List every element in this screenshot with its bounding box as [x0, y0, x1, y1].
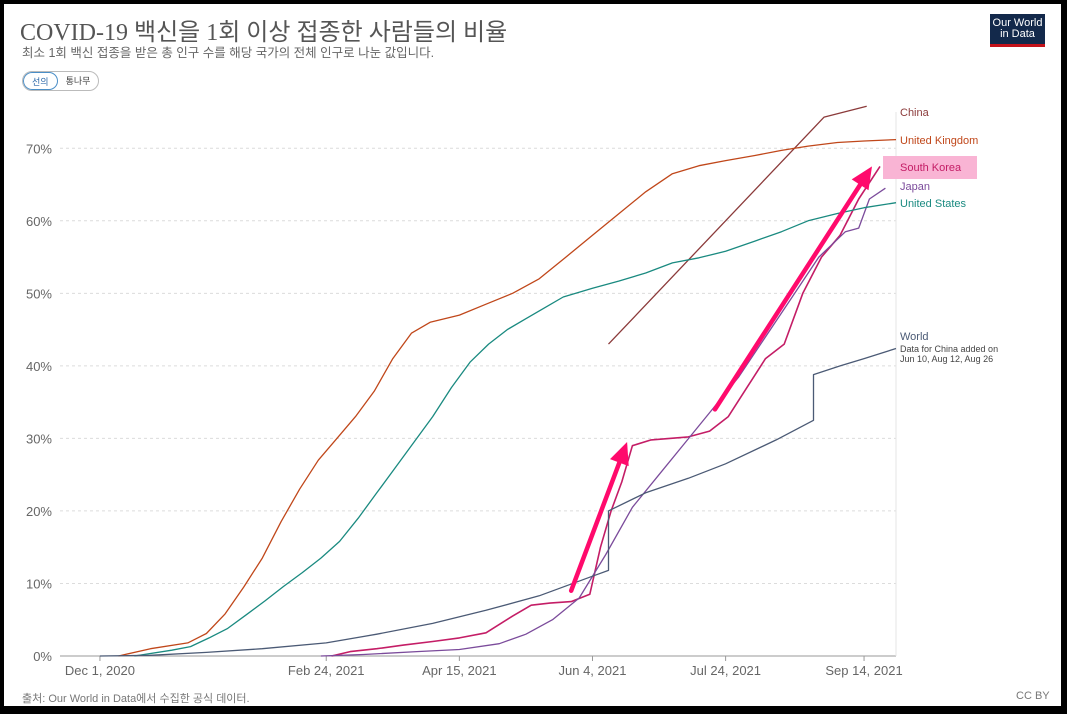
logo-line-2: in Data: [1000, 28, 1035, 40]
logo-line-1: Our World: [992, 17, 1043, 29]
annotation-arrow-head: [610, 442, 629, 467]
chart-subtitle: 최소 1회 백신 접종을 받은 총 인구 수를 해당 국가의 전체 인구로 나눈…: [22, 46, 435, 60]
x-tick-label: Jun 4, 2021: [559, 663, 627, 678]
series-note-world: Jun 10, Aug 12, Aug 26: [900, 354, 993, 364]
y-tick-label: 10%: [26, 576, 52, 591]
owid-logo[interactable]: Our World in Data: [990, 14, 1045, 47]
series-label-china: China: [900, 107, 930, 119]
series-label-south-korea: South Korea: [900, 162, 962, 174]
series-label-united-states: United States: [900, 198, 967, 210]
series-label-united-kingdom: United Kingdom: [900, 135, 978, 147]
annotation-arrow-head: [851, 166, 872, 191]
y-tick-label: 50%: [26, 286, 52, 301]
toggle-log[interactable]: 통나무: [65, 76, 91, 86]
series-line-united-kingdom: [118, 138, 897, 657]
series-note-world: Data for China added on: [900, 344, 998, 354]
y-tick-label: 60%: [26, 214, 52, 229]
annotation-arrow-shaft: [568, 460, 622, 593]
series-label-world: World: [900, 331, 929, 343]
source-note: 출처: Our World in Data에서 수집한 공식 데이터.: [22, 693, 250, 705]
scale-toggle: 선의 통나무: [22, 71, 100, 91]
x-tick-label: Apr 15, 2021: [422, 663, 496, 678]
license-link[interactable]: CC BY: [1016, 690, 1050, 702]
y-tick-label: 70%: [26, 141, 52, 156]
series-line-china: [608, 105, 867, 345]
x-tick-label: Dec 1, 2020: [65, 663, 135, 678]
toggle-linear[interactable]: 선의: [23, 72, 58, 90]
annotation-arrow-shaft: [712, 182, 863, 412]
chart-frame: [4, 4, 1061, 706]
y-tick-label: 40%: [26, 359, 52, 374]
y-tick-label: 30%: [26, 431, 52, 446]
series-line-south-korea: [331, 165, 881, 657]
x-tick-label: Sep 14, 2021: [825, 663, 902, 678]
series-line-japan: [320, 187, 886, 657]
y-tick-label: 20%: [26, 504, 52, 519]
chart-title: COVID-19 백신을 1회 이상 접종한 사람들의 비율: [20, 20, 508, 46]
series-line-world: [99, 347, 897, 657]
series-line-united-states: [134, 202, 897, 657]
y-tick-label: 0%: [33, 649, 52, 664]
x-tick-label: Jul 24, 2021: [690, 663, 761, 678]
highlight-box: [883, 156, 977, 179]
x-tick-label: Feb 24, 2021: [288, 663, 365, 678]
series-label-japan: Japan: [900, 181, 930, 193]
